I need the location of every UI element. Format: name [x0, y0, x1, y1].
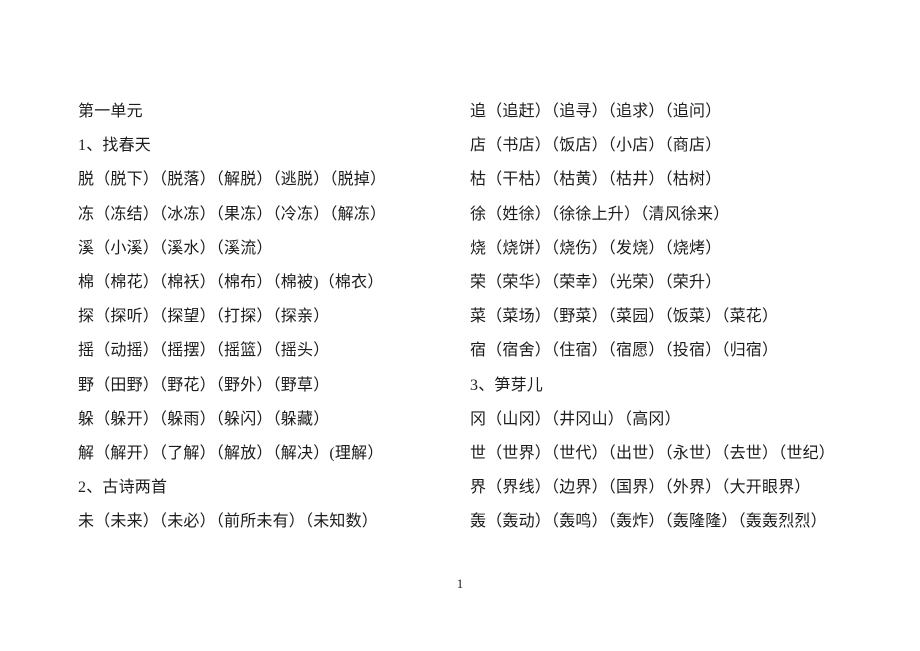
- text-line: 荣（荣华）（荣幸）（光荣）（荣升）: [470, 273, 722, 291]
- text-line: 野（田野）（野花）（野外）（野草）: [78, 376, 330, 394]
- right-column: 追（追赶）（追寻）（追求）（追问） 店（书店）（饭店）（小店）（商店） 枯（干枯…: [470, 95, 870, 539]
- text-line: 轰（轰动）（轰鸣）（轰炸）（轰隆隆）（轰轰烈烈）: [470, 513, 827, 531]
- text-line: 世（世界）（世代）（出世）（永世）（去世）（世纪）: [470, 444, 836, 462]
- text-line: 探（探听）（探望）（打探）（探亲）: [78, 308, 330, 326]
- lesson-heading: 3、笋芽儿: [470, 376, 544, 394]
- text-line: 菜（菜场）（野菜）（菜园）（饭菜）（菜花）: [470, 308, 779, 326]
- text-line: 解（解开）（了解）（解放）（解决）(理解）: [78, 444, 384, 462]
- text-line: 店（书店）（饭店）（小店）（商店）: [470, 137, 722, 155]
- text-line: 徐（姓徐）（徐徐上升）（清风徐来）: [470, 205, 730, 223]
- text-line: 追（追赶）（追寻）（追求）（追问）: [470, 103, 722, 120]
- lesson-heading: 2、古诗两首: [78, 479, 168, 497]
- text-line: 冈（山冈）（井冈山）（高冈）: [470, 410, 681, 428]
- page-number: 1: [456, 576, 464, 591]
- text-line: 未（未来）（未必）（前所未有）（未知数）: [78, 513, 379, 531]
- text-line: 摇（动摇）（摇摆）（摇篮）（摇头）: [78, 342, 330, 360]
- text-line: 宿（宿舍）（住宿）（宿愿）（投宿）（归宿）: [470, 342, 779, 360]
- text-line: 躲（躲开）（躲雨）（躲闪）（躲藏）: [78, 410, 330, 428]
- text-line: 冻（冻结）（冰冻）（果冻）（冷冻）（解冻）: [78, 205, 387, 223]
- text-line: 棉（棉花）（棉袄）（棉布）（棉被)（棉衣）: [78, 273, 384, 291]
- text-line: 枯（干枯）（枯黄）（枯井）（枯树）: [470, 171, 722, 189]
- text-line: 溪（小溪）（溪水）（溪流）: [78, 239, 273, 257]
- text-line: 脱（脱下）（脱落）（解脱）（逃脱）（脱掉）: [78, 171, 387, 189]
- text-line: 界（界线）（边界）（国界）（外界）（大开眼界）: [470, 479, 811, 497]
- text-line: 烧（烧饼）（烧伤）（发烧）（烧烤）: [470, 239, 722, 257]
- section-title: 第一单元: [78, 103, 143, 120]
- left-column: 第一单元 1、找春天 脱（脱下）（脱落）（解脱）（逃脱）（脱掉） 冻（冻结）（冰…: [78, 95, 478, 539]
- lesson-heading: 1、找春天: [78, 137, 152, 155]
